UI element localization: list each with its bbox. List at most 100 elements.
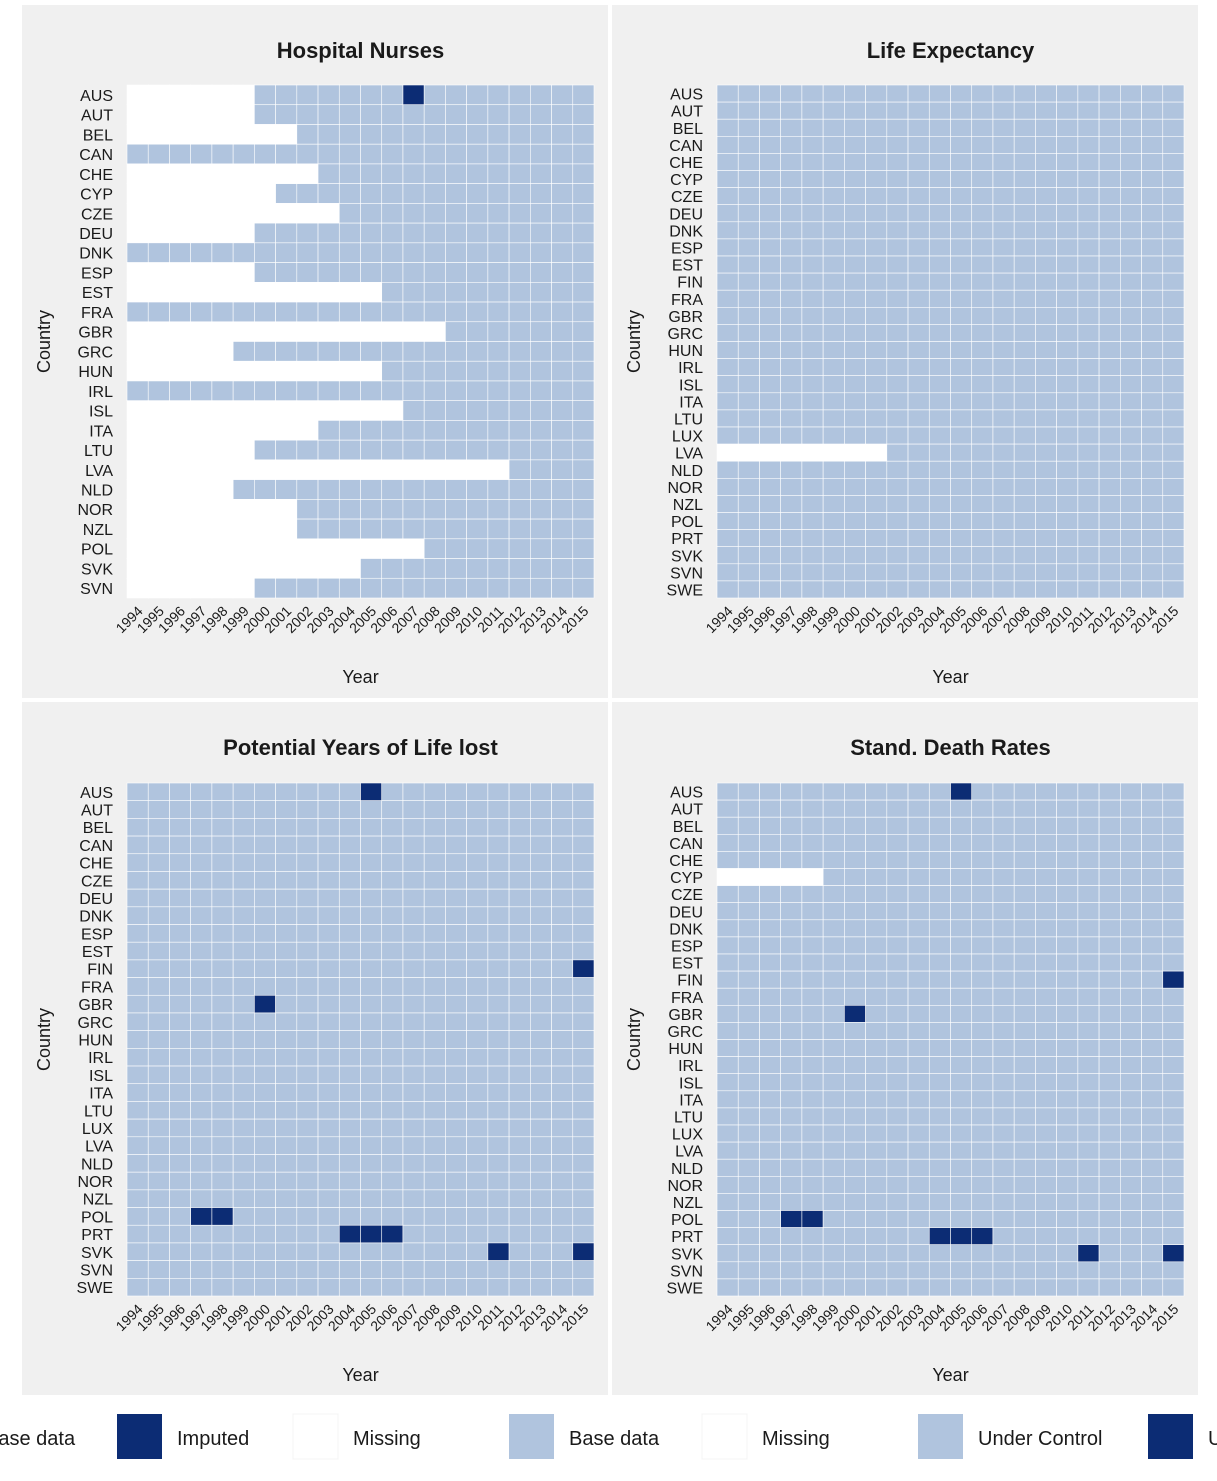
heat-cell [992,851,1015,869]
heat-cell [1056,953,1079,972]
heat-cell [716,546,739,565]
heat-cell [126,262,149,283]
heat-cell [886,546,909,565]
heat-cell [886,782,909,801]
y-tick-label: CHE [669,853,703,870]
heat-cell [508,906,531,925]
heat-cell [1056,1056,1079,1074]
heat-cell [865,833,888,852]
heat-cell [402,163,425,184]
heat-cell [737,1244,760,1263]
y-tick-label: LTU [674,1109,703,1126]
heat-cell [971,799,994,818]
heat-cell [844,153,866,171]
heat-cell [423,1065,446,1085]
heat-cell [886,136,909,154]
heat-cell [423,1207,446,1226]
heat-cell [716,204,739,223]
heat-cell [487,1065,510,1085]
heat-cell [865,902,888,921]
heat-cell [971,833,994,852]
heat-cell [1035,101,1057,120]
heat-cell [508,360,531,382]
heat-cell [737,512,760,530]
y-tick-label: ISL [679,1075,703,1092]
heat-cell [759,238,781,257]
heat-cell [147,835,170,855]
heat-cell [1077,1004,1100,1023]
heat-cell [317,1224,340,1244]
x-axis-label: Year [932,1365,968,1385]
heat-cell [971,970,994,989]
heat-cell [865,563,888,582]
heat-cell [1141,272,1164,291]
heat-cell [254,1154,276,1173]
heat-cell [865,289,888,308]
y-tick-label: ITA [679,394,703,411]
heat-cell [950,1176,973,1194]
heat-cell [950,1090,973,1109]
heat-cell [865,170,888,188]
heat-cell [487,853,510,872]
heat-cell [928,1090,951,1109]
heat-cell [971,289,994,308]
heat-cell [126,800,149,819]
heat-cell [381,183,404,204]
heat-cell [147,1224,170,1244]
heat-cell [1141,868,1164,886]
heat-cell [360,262,383,283]
heat-cell [907,238,930,257]
heat-cell [530,400,552,421]
heat-cell [1120,885,1142,903]
heat-cell [950,375,973,394]
heat-cell [275,1118,298,1138]
heat-cell [1120,936,1142,955]
heat-cell [1162,289,1185,308]
heat-cell [716,1261,739,1280]
heat-cell [1120,1227,1142,1245]
heat-cell [254,1118,276,1138]
heat-cell [445,124,467,145]
heat-cell [1141,987,1164,1006]
heat-cell [971,1227,994,1245]
heat-cell [928,1039,951,1057]
heat-cell [190,959,213,978]
heat-cell [147,941,170,961]
heat-cell [992,1210,1015,1228]
heat-cell [1141,136,1164,154]
heat-cell [737,1056,760,1074]
heat-cell [1077,1193,1100,1211]
y-tick-label: CZE [81,873,113,890]
heat-cell [992,136,1015,154]
heat-cell [147,321,170,342]
heat-cell [169,1260,191,1279]
y-tick-label: CAN [79,147,113,164]
heat-cell [1013,1022,1036,1040]
heat-cell [971,84,994,103]
heat-cell [466,459,489,480]
heat-cell [950,358,973,377]
heat-cell [716,799,739,818]
heat-cell [360,1207,383,1226]
heat-cell [950,919,973,938]
heat-cell [211,871,234,890]
heat-cell [296,301,319,323]
y-tick-label: CZE [671,189,703,206]
heat-cell [865,816,888,835]
heat-cell [1035,563,1057,582]
heat-cell [1120,409,1142,428]
heat-cell [551,242,574,263]
heat-cell [1035,118,1057,137]
heat-cell [1120,987,1142,1006]
heat-cell [169,459,191,480]
heat-cell [572,1207,595,1226]
heat-cell [423,301,446,323]
heat-cell [1141,289,1164,308]
heat-cell [822,118,845,137]
heat-cell [737,272,760,291]
heat-cell [551,888,574,908]
heat-cell [1162,1244,1185,1263]
heat-cell [737,1193,760,1211]
heat-cell [1077,868,1100,886]
heat-cell [1056,1090,1079,1109]
